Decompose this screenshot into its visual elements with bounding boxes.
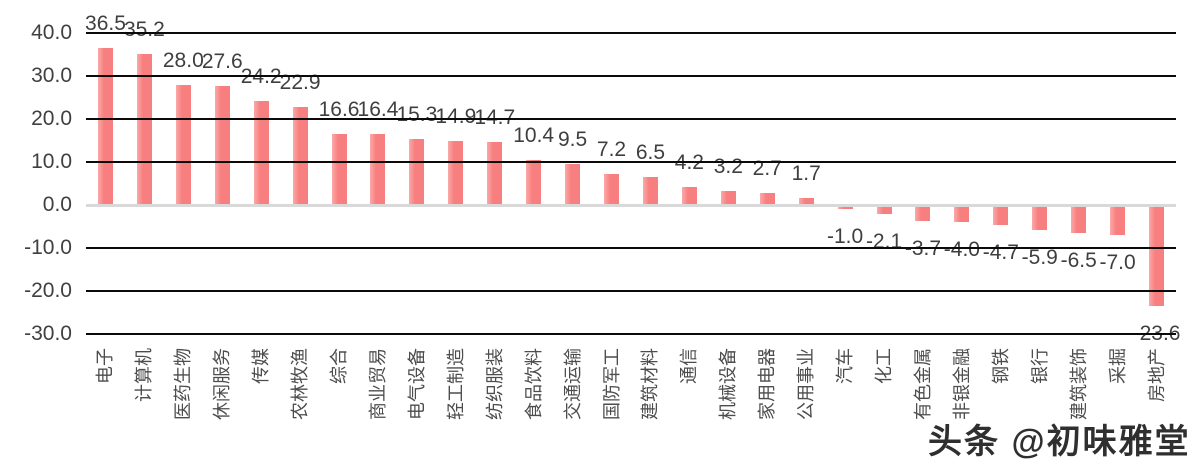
value-label: -4.7 (982, 241, 1019, 265)
value-label: 16.4 (357, 98, 399, 122)
category-label: 家用电器 (757, 348, 778, 420)
y-axis-tick-label: -10.0 (24, 236, 72, 259)
category-label: 采掘 (1107, 348, 1128, 384)
category-label: 传媒 (251, 348, 272, 384)
gridline (86, 161, 1176, 163)
category-label: 银行 (1029, 348, 1050, 384)
value-label: 7.2 (596, 138, 627, 162)
category-label: 化工 (874, 348, 895, 384)
value-label: -4.0 (943, 238, 980, 262)
category-label: 计算机 (134, 348, 155, 402)
bar (1110, 205, 1126, 236)
bar (915, 205, 931, 221)
value-label: 10.4 (513, 124, 555, 148)
value-label: -7.0 (1099, 251, 1136, 275)
bar (370, 134, 386, 205)
value-label: 14.7 (474, 105, 516, 129)
gridline (86, 290, 1176, 292)
bar (993, 205, 1009, 226)
value-label: 1.7 (791, 161, 821, 185)
category-label: 公用事业 (796, 348, 817, 420)
value-label: -5.9 (1021, 246, 1058, 270)
value-label: 27.6 (201, 50, 243, 74)
category-label: 综合 (329, 348, 350, 384)
y-axis-tick-label: 40.0 (31, 21, 72, 44)
category-label: 交通运输 (562, 348, 583, 420)
bar (798, 197, 814, 205)
gridline (86, 333, 1176, 335)
bar (448, 140, 464, 205)
category-label: 汽车 (835, 348, 856, 384)
bar (292, 106, 308, 205)
category-label: 轻工制造 (445, 348, 466, 420)
y-axis-tick-label: 20.0 (31, 107, 72, 130)
watermark: 头条 @初味雅堂 (928, 423, 1191, 461)
bar (1032, 205, 1048, 231)
bar (409, 139, 425, 205)
bar (526, 160, 542, 205)
y-axis-tick-label: 0.0 (42, 193, 72, 216)
value-label: -2.1 (865, 230, 903, 254)
gridline (86, 75, 1176, 77)
category-label: 建筑材料 (640, 348, 661, 420)
value-label: 6.5 (635, 141, 666, 165)
bar (604, 174, 620, 205)
value-label: 9.5 (557, 128, 588, 152)
bar (565, 164, 581, 205)
bar (175, 84, 191, 205)
bar (837, 205, 853, 210)
bar (253, 100, 269, 205)
category-label: 电气设备 (406, 348, 427, 420)
value-label: 36.5 (85, 12, 126, 36)
bar (876, 205, 892, 215)
value-label: 3.2 (713, 155, 743, 179)
bar (1149, 205, 1165, 307)
gridline (86, 32, 1176, 34)
bar (759, 193, 775, 205)
category-label: 国防军工 (601, 348, 622, 420)
category-label: 建筑装饰 (1068, 348, 1089, 420)
bar (136, 53, 152, 205)
category-label: 纺织服装 (484, 348, 505, 420)
bar (214, 86, 230, 205)
y-axis-tick-label: 30.0 (31, 64, 72, 87)
bar (681, 186, 697, 205)
bar (1071, 205, 1087, 233)
category-label: 有色金属 (912, 348, 933, 420)
y-axis-tick-label: -30.0 (24, 322, 72, 345)
bar (954, 205, 970, 223)
category-label: 休闲服务 (212, 348, 233, 420)
y-axis-tick-label: -20.0 (24, 279, 72, 302)
zero-baseline (86, 203, 1176, 207)
category-label: 电子 (95, 348, 116, 384)
value-label: 35.2 (123, 17, 165, 41)
category-label: 农林牧渔 (290, 348, 311, 420)
category-label: 食品饮料 (523, 348, 544, 420)
y-axis-tick-label: 10.0 (31, 150, 72, 173)
gridline (86, 247, 1176, 249)
category-label: 通信 (679, 348, 700, 384)
value-label: -6.5 (1060, 248, 1097, 272)
category-label: 钢铁 (990, 348, 1011, 384)
value-label: 14.9 (435, 104, 477, 128)
bar (642, 177, 658, 205)
value-label: 2.7 (752, 157, 782, 181)
category-label: 医药生物 (173, 348, 194, 420)
value-label: 15.3 (396, 103, 438, 127)
category-label: 非银金融 (951, 348, 972, 420)
category-label: 房地产 (1146, 348, 1167, 402)
category-label: 商业贸易 (367, 348, 388, 420)
gridline (86, 118, 1176, 120)
value-label: 16.6 (318, 97, 360, 121)
category-label: 机械设备 (718, 348, 739, 420)
bar (97, 48, 113, 205)
bar (487, 141, 503, 205)
bar (331, 133, 347, 205)
value-label: -1.0 (827, 225, 864, 249)
value-label: 28.0 (162, 48, 204, 72)
bar (720, 191, 736, 205)
